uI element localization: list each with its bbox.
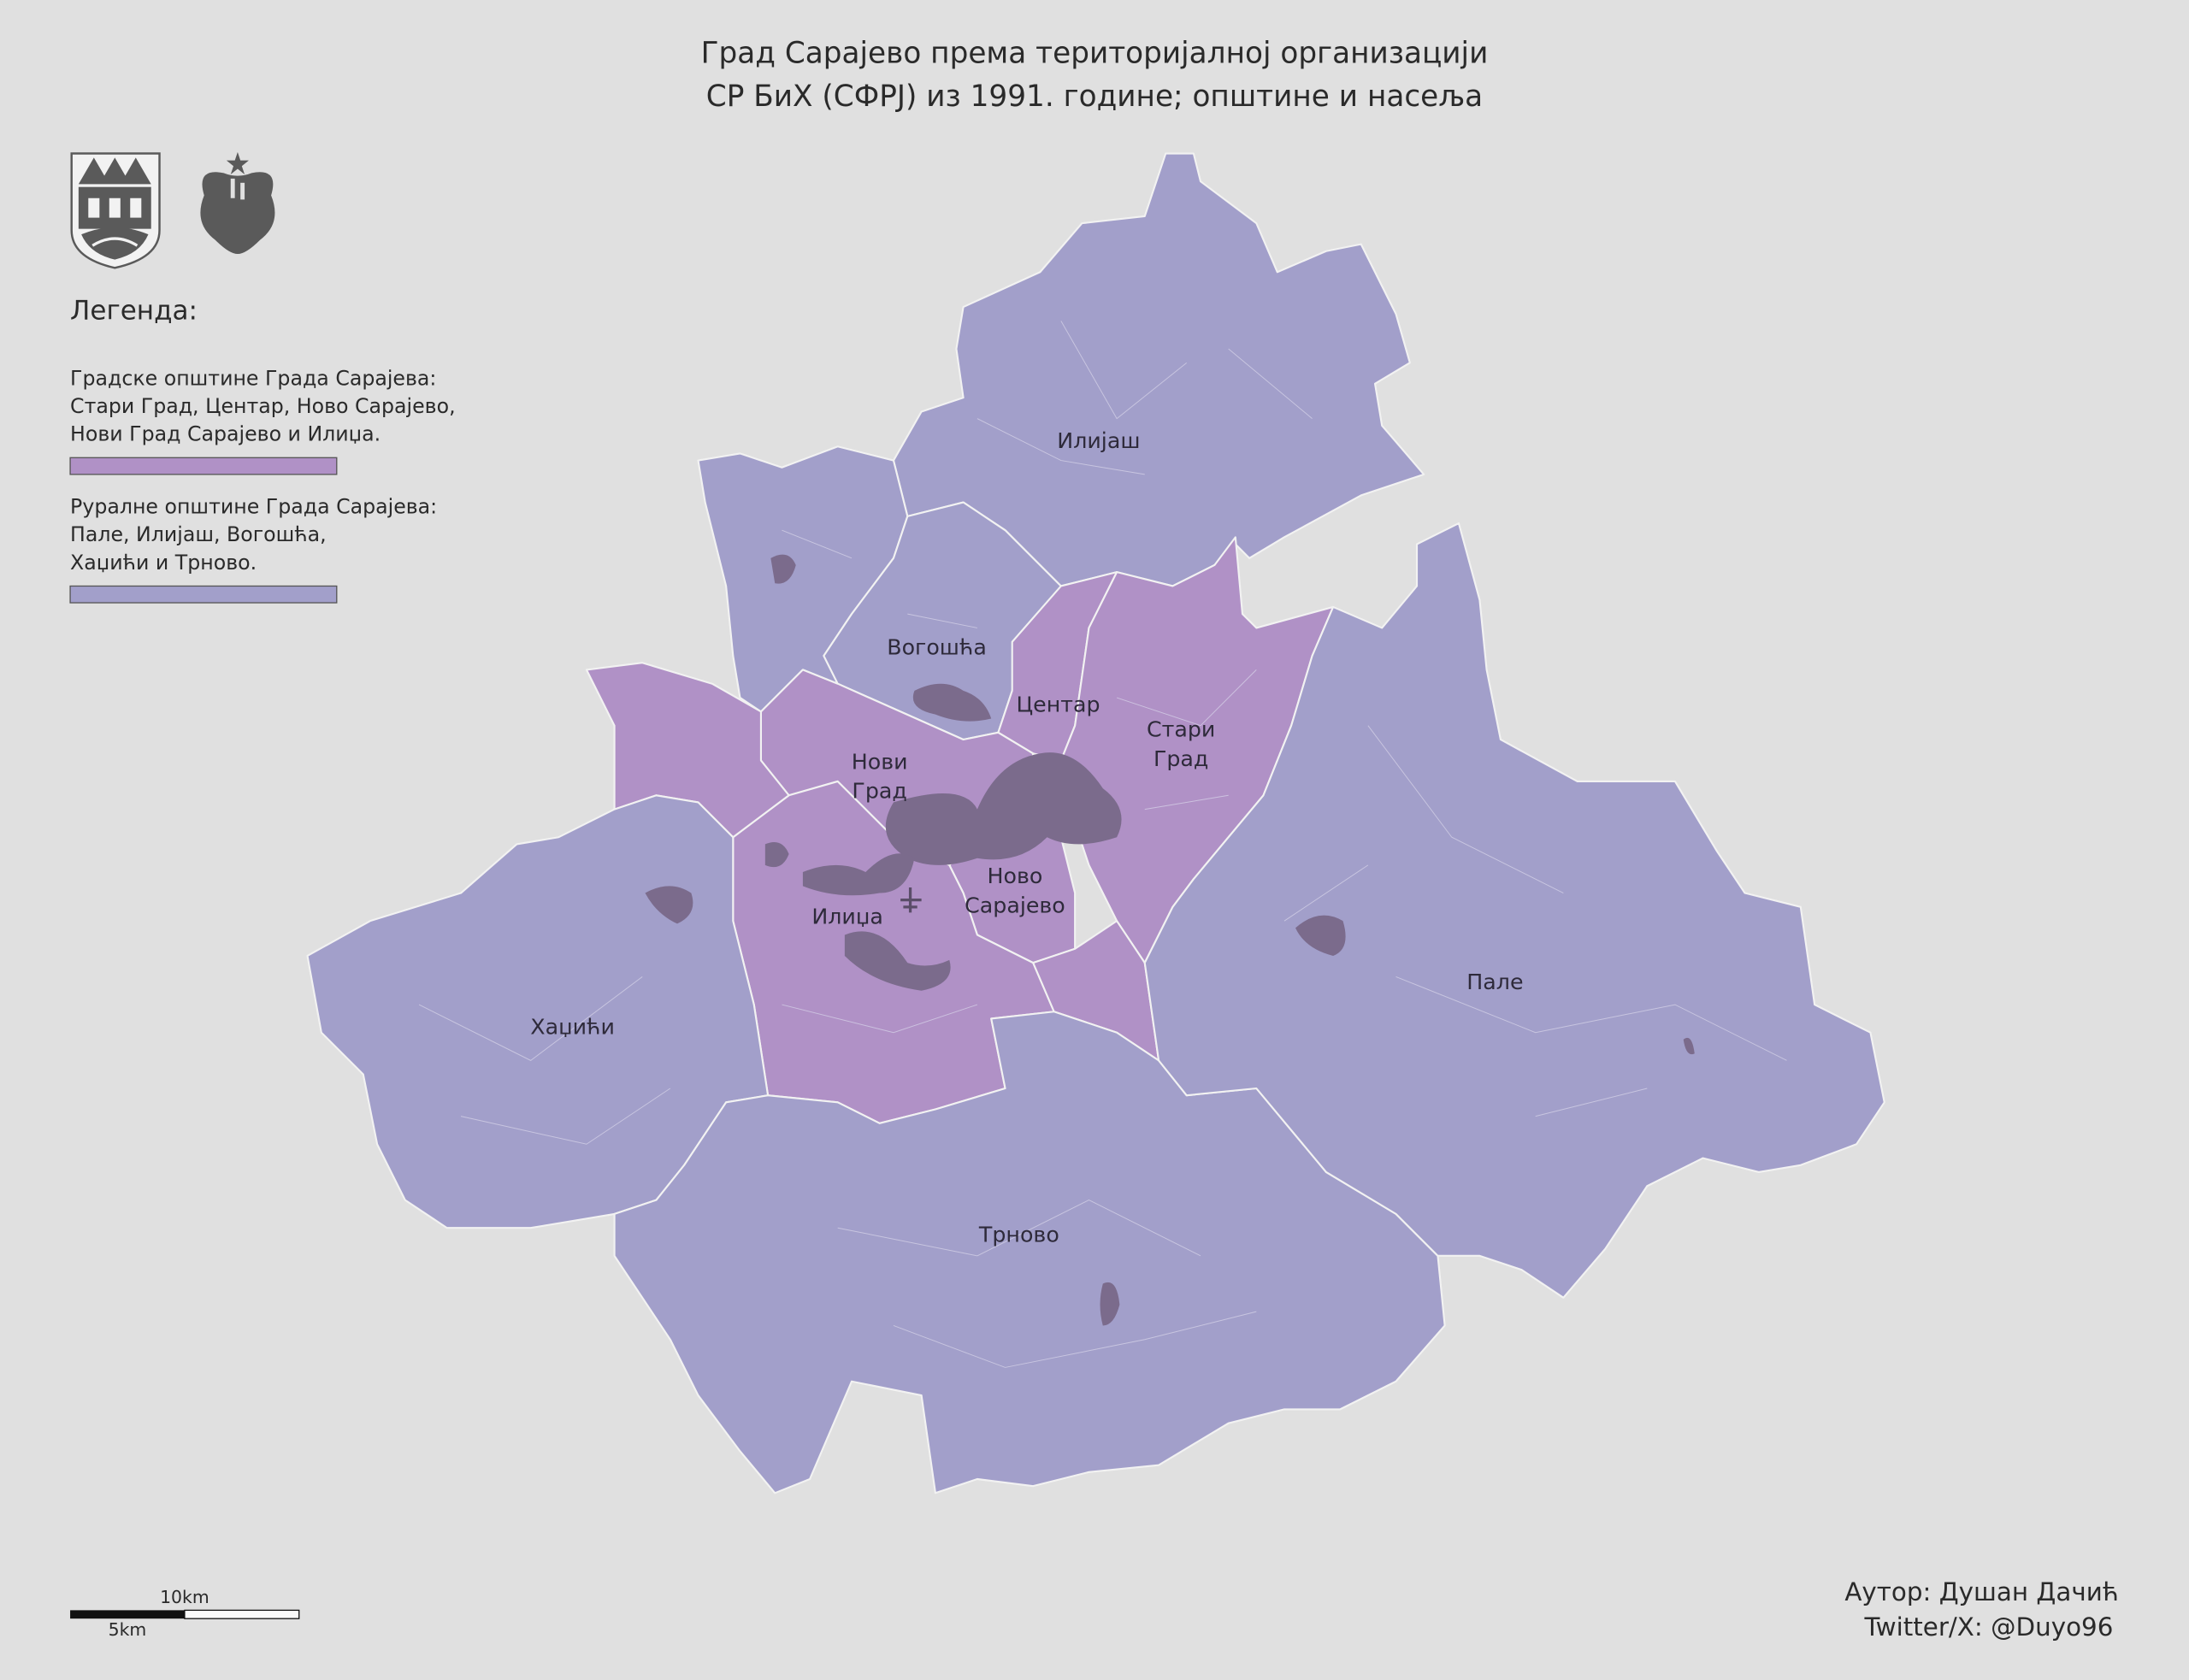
settlement-urban bbox=[1295, 915, 1346, 956]
scale-bar: 10km 5km bbox=[70, 1587, 300, 1640]
municipality-label: Центар bbox=[1017, 692, 1100, 716]
settlement-urban bbox=[1100, 1282, 1120, 1326]
title-line: Град Сарајево према територијалној орган… bbox=[701, 36, 1489, 70]
settlement-urban bbox=[764, 841, 789, 868]
settlement-urban bbox=[912, 683, 992, 722]
settlement-urban bbox=[844, 931, 951, 991]
settlement-borders bbox=[418, 321, 1787, 1368]
legend-text: Руралне општине Града Сарајева: bbox=[70, 495, 437, 519]
municipality-label: Вогошћа bbox=[887, 634, 987, 659]
municipality-label: Хаџићи bbox=[530, 1014, 615, 1039]
legend-heading: Легенда: bbox=[70, 296, 198, 327]
scale-segment bbox=[184, 1609, 300, 1619]
settlement-urban bbox=[802, 853, 915, 896]
scale-label: 5km bbox=[109, 1619, 147, 1640]
legend-text: Стари Град, Центар, Ново Сарајево, bbox=[70, 394, 456, 418]
credit-author: Аутор: Душан Дачић bbox=[1844, 1577, 2119, 1606]
municipality-trnovo bbox=[613, 1011, 1446, 1494]
title-line: СР БиХ (СФРЈ) из 1991. године; општине и… bbox=[706, 80, 1483, 114]
credit-twitter: Twitter/X: @Duyo96 bbox=[1863, 1612, 2113, 1642]
municipality-label: Стари bbox=[1147, 717, 1215, 742]
municipality-label: Град bbox=[852, 779, 906, 804]
municipality-label: Трново bbox=[978, 1223, 1059, 1247]
municipality-label: Нови bbox=[852, 749, 908, 774]
legend-text: Нови Град Сарајево и Илиџа. bbox=[70, 422, 381, 446]
municipality-label: Град bbox=[1154, 746, 1208, 771]
map bbox=[306, 152, 1885, 1494]
scale-label: 10km bbox=[160, 1587, 209, 1607]
legend-swatch bbox=[69, 585, 338, 604]
municipality-pale bbox=[1143, 522, 1885, 1299]
legend-text: Градске општине Града Сарајева: bbox=[70, 366, 436, 390]
settlement-urban bbox=[645, 886, 693, 924]
legend-text: Хаџићи и Трново. bbox=[70, 551, 257, 575]
municipality-label: Илиџа bbox=[811, 904, 883, 928]
legend: Градске општине Града Сарајева: Стари Гра… bbox=[69, 366, 456, 604]
municipality-label: Ново bbox=[988, 864, 1043, 888]
legend-text: Пале, Илијаш, Вогошћа, bbox=[70, 522, 327, 546]
settlement-urban bbox=[770, 554, 796, 584]
settlement-urban bbox=[885, 752, 1122, 865]
municipality-label: Илијаш bbox=[1057, 428, 1140, 453]
municipality-label: Сарајево bbox=[965, 893, 1065, 917]
municipality-ilidza-west bbox=[585, 662, 790, 839]
settlement-urban bbox=[1683, 1037, 1695, 1055]
municipality-label: Пале bbox=[1466, 970, 1523, 994]
legend-swatch bbox=[69, 457, 338, 475]
municipality-labels: Илијаш Вогошћа Центар Стари Град Нови Град Ново… bbox=[530, 428, 1523, 1247]
airport-icon bbox=[900, 887, 922, 913]
coat-of-arms-republic bbox=[200, 151, 275, 255]
coat-of-arms-city bbox=[70, 152, 161, 269]
scale-segment bbox=[70, 1610, 185, 1619]
